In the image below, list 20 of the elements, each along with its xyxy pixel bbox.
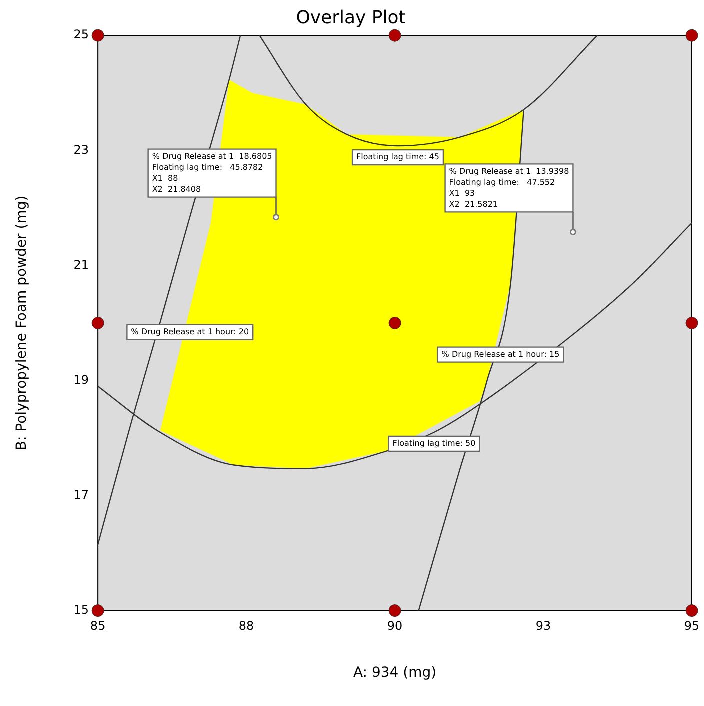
x-tick-label: 85 [90, 619, 106, 634]
annotation: % Drug Release at 1 hour: 15 [442, 350, 560, 359]
x-tick-label: 90 [387, 619, 403, 634]
chart-title: Overlay Plot [296, 7, 406, 28]
y-tick-label: 17 [74, 488, 90, 502]
y-tick-label: 25 [74, 28, 90, 42]
y-tick-label: 15 [74, 602, 90, 617]
annotation: % Drug Release at 1 13.9398 Floating lag time: 47.552 X1 93 X2 21.5821 [449, 166, 570, 209]
annotation: % Drug Release at 1 18.6805 Floating lag time: 45.8782 X1 88 X2 21.8408 [152, 152, 272, 194]
y-tick-label: 23 [74, 142, 90, 157]
x-tick-label: 93 [536, 619, 552, 634]
x-tick-label: 88 [238, 619, 254, 634]
y-axis-title: B: Polypropylene Foam powder (mg) [14, 196, 30, 451]
y-tick-label: 21 [74, 258, 90, 272]
annotation: % Drug Release at 1 hour: 20 [131, 327, 250, 336]
x-tick-label: 95 [684, 619, 700, 634]
annotation: Floating lag time: 50 [392, 439, 476, 448]
y-tick-label: 19 [74, 372, 90, 387]
annotation: Floating lag time: 45 [356, 152, 440, 162]
x-axis-title: A: 934 (mg) [353, 665, 437, 682]
